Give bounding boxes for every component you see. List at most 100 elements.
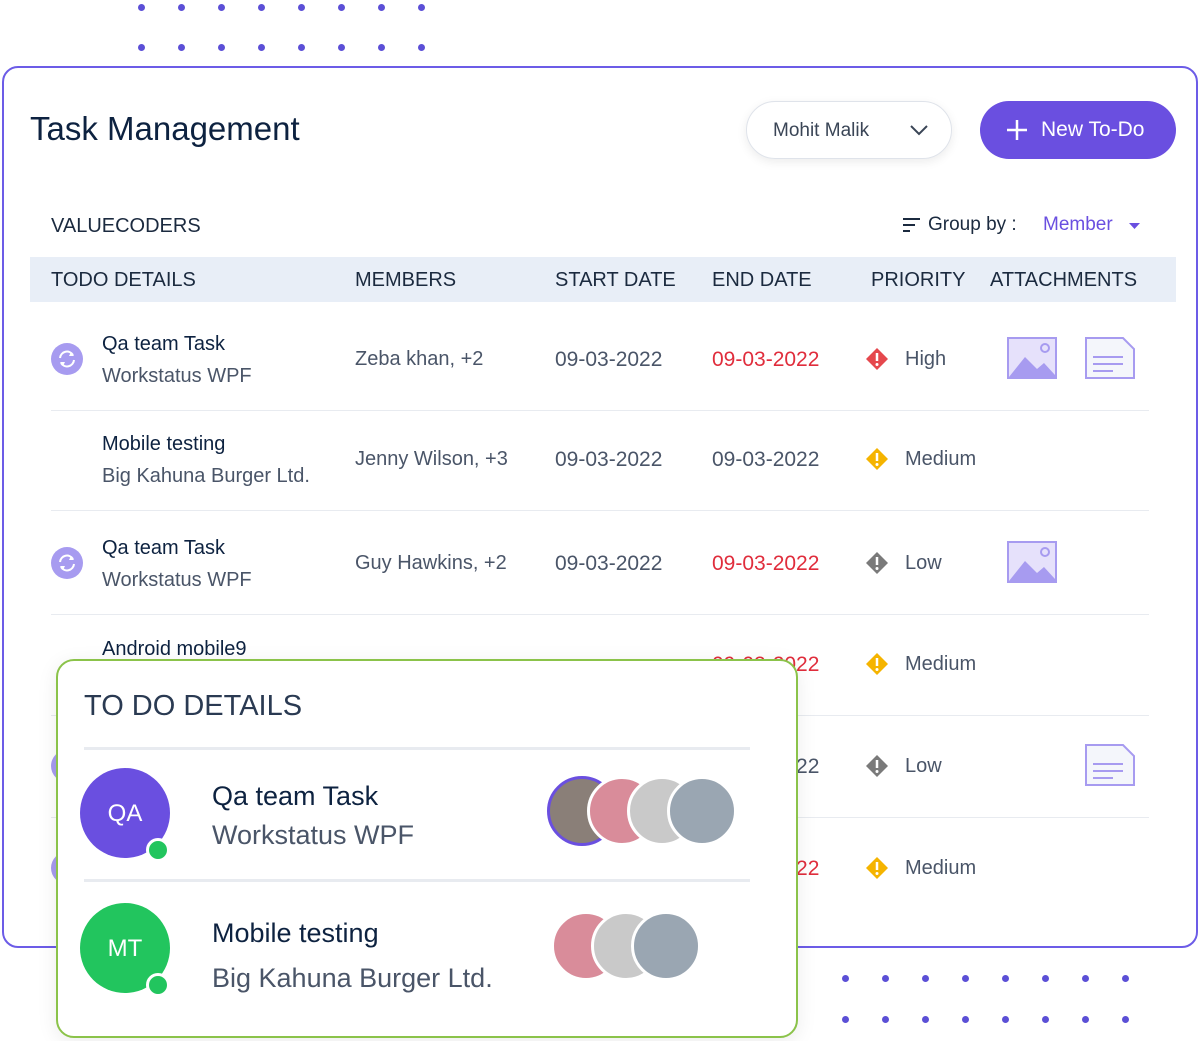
row-divider <box>51 410 1149 411</box>
column-header: ATTACHMENTS <box>990 269 1138 291</box>
decor-dot <box>138 4 145 11</box>
item-project: Workstatus WPF <box>212 820 415 850</box>
decor-dot <box>138 44 145 51</box>
decor-dot <box>298 4 305 11</box>
column-header: MEMBERS <box>355 269 457 291</box>
decor-dot <box>1122 1016 1129 1023</box>
priority-icon <box>866 653 888 675</box>
decor-dot <box>178 44 185 51</box>
item-title: Mobile testing <box>212 918 379 948</box>
recurring-icon <box>51 547 83 579</box>
new-todo-label: New To-Do <box>1041 118 1145 141</box>
task-title: Android mobile9 <box>102 638 247 660</box>
start-date: 09-03-2022 <box>555 448 663 471</box>
decor-dot <box>338 44 345 51</box>
column-header: START DATE <box>555 269 676 291</box>
item-project: Big Kahuna Burger Ltd. <box>212 963 493 993</box>
task-project: Big Kahuna Burger Ltd. <box>102 465 310 487</box>
task-members: Jenny Wilson, +3 <box>355 448 508 470</box>
online-status <box>146 838 170 862</box>
decor-dot <box>922 975 929 982</box>
task-title: Qa team Task <box>102 537 226 559</box>
task-title: Mobile testing <box>102 433 226 455</box>
popup-divider <box>84 879 750 882</box>
priority: Medium <box>905 857 977 879</box>
popup-title: TO DO DETAILS <box>84 690 303 722</box>
priority: Low <box>905 755 942 777</box>
group-icon <box>903 218 920 232</box>
decor-dot <box>882 975 889 982</box>
priority-icon <box>866 755 888 777</box>
decor-dot <box>1082 975 1089 982</box>
popup-divider <box>84 747 750 750</box>
row-divider <box>51 510 1149 511</box>
decor-dot <box>298 44 305 51</box>
member-avatar <box>631 911 701 981</box>
decor-dot <box>922 1016 929 1023</box>
priority-icon <box>866 348 888 370</box>
task-project: Workstatus WPF <box>102 365 252 387</box>
column-header: END DATE <box>712 269 812 291</box>
priority: High <box>905 348 947 370</box>
end-date: 09-03-2022 <box>712 348 820 371</box>
online-status <box>146 973 170 997</box>
decor-dot <box>378 4 385 11</box>
image-attachment[interactable] <box>1007 337 1057 379</box>
end-date: 09-03-2022 <box>712 552 820 575</box>
row-divider <box>51 614 1149 615</box>
group-by-value[interactable]: Member <box>1043 214 1113 235</box>
group-by-label: Group by : <box>928 214 1017 235</box>
task-members: Guy Hawkins, +2 <box>355 552 507 574</box>
priority: Medium <box>905 448 977 470</box>
end-date: 09-03-2022 <box>712 448 820 471</box>
priority-icon <box>866 857 888 879</box>
decor-dot <box>338 4 345 11</box>
todo-details-popup: TO DO DETAILS QA Qa team Task Workstatus WP… <box>56 659 798 1038</box>
start-date: 09-03-2022 <box>555 552 663 575</box>
member-avatar <box>667 776 737 846</box>
image-attachment[interactable] <box>1007 541 1057 583</box>
decor-dot <box>258 44 265 51</box>
org-name: VALUECODERS <box>51 215 201 237</box>
column-header: PRIORITY <box>871 269 966 291</box>
user-dropdown[interactable]: Mohit Malik <box>746 101 952 159</box>
priority: Medium <box>905 653 977 675</box>
chevron <box>910 125 928 136</box>
priority: Low <box>905 552 942 574</box>
plus-icon <box>1007 120 1027 140</box>
priority-icon <box>866 552 888 574</box>
decor-dot <box>418 4 425 11</box>
decor-dot <box>1002 1016 1009 1023</box>
task-title: Qa team Task <box>102 333 226 355</box>
decor-dot <box>1122 975 1129 982</box>
decor-dot <box>1042 975 1049 982</box>
initials: QA <box>107 800 143 827</box>
decor-dot <box>842 975 849 982</box>
document-attachment[interactable] <box>1085 337 1135 379</box>
decor-dot <box>1002 975 1009 982</box>
decor-dot <box>418 44 425 51</box>
decor-dot <box>1082 1016 1089 1023</box>
task-project: Workstatus WPF <box>102 569 252 591</box>
decor-dot <box>962 1016 969 1023</box>
page-title: Task Management <box>30 110 300 147</box>
decor-dot <box>378 44 385 51</box>
caret <box>1129 223 1140 229</box>
decor-dot <box>962 975 969 982</box>
new-todo-button[interactable]: New To-Do <box>980 101 1176 159</box>
decor-dot <box>1042 1016 1049 1023</box>
decor-dot <box>218 44 225 51</box>
document-attachment[interactable] <box>1085 744 1135 786</box>
decor-dot <box>842 1016 849 1023</box>
initials: MT <box>107 935 143 962</box>
priority-icon <box>866 448 888 470</box>
column-header: TODO DETAILS <box>51 269 196 291</box>
decor-dot <box>218 4 225 11</box>
item-title: Qa team Task <box>212 781 379 811</box>
decor-dot <box>178 4 185 11</box>
task-members: Zeba khan, +2 <box>355 348 484 370</box>
table-header <box>30 257 1176 302</box>
decor-dot <box>258 4 265 11</box>
decor-dot <box>882 1016 889 1023</box>
